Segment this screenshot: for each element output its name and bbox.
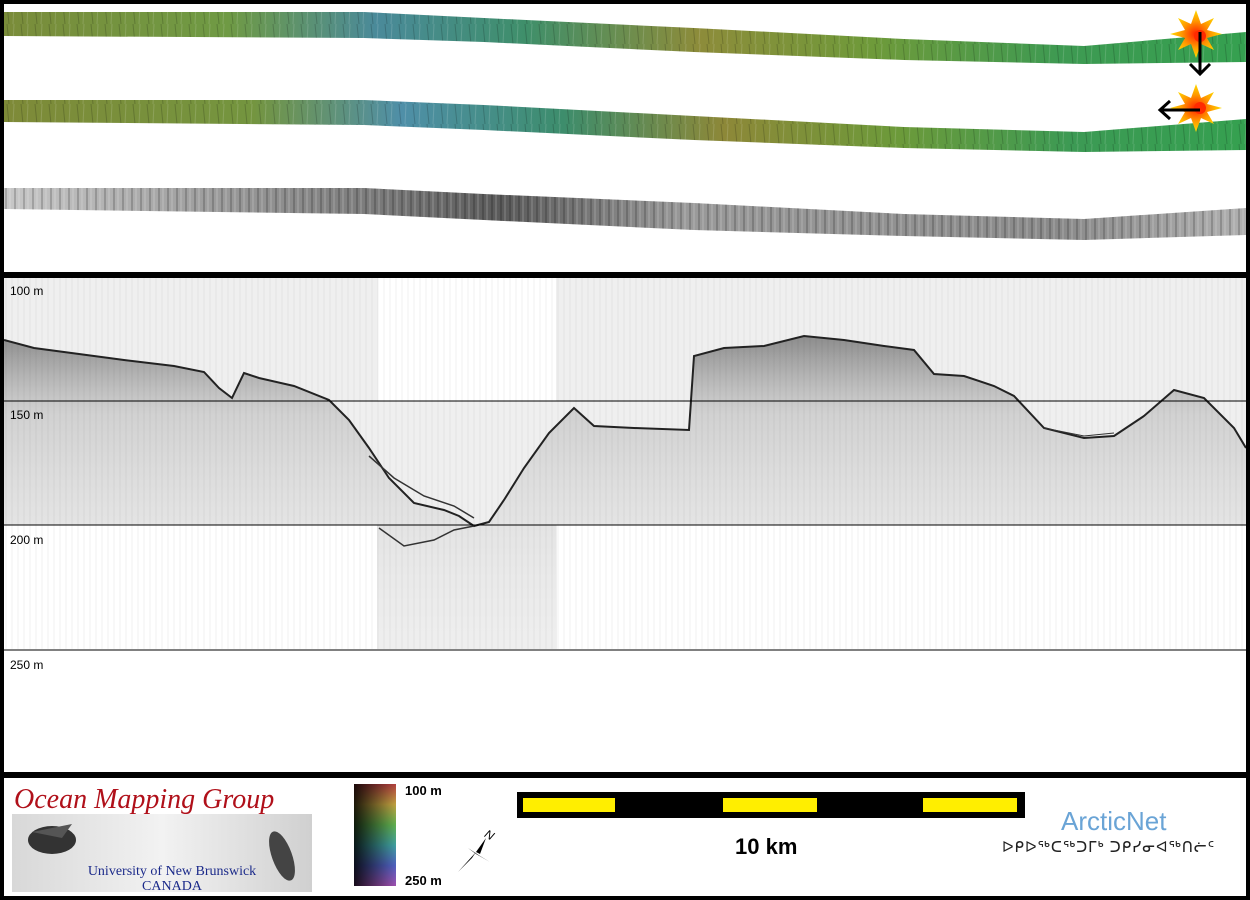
colorbar-bottom-label: 250 m bbox=[405, 873, 442, 888]
swath-strips-panel bbox=[4, 4, 1246, 272]
omg-university: University of New Brunswick bbox=[87, 864, 257, 879]
arrow-left-icon bbox=[1157, 99, 1200, 121]
sub-reflector-2 bbox=[378, 525, 475, 547]
north-arrow-icon bbox=[458, 838, 490, 872]
arcticnet-syllabics: ᐅᑭᐅᖅᑕᖅᑐᒥᒃ ᑐᑭᓯᓂᐊᖅᑎᓖᑦ bbox=[1002, 839, 1216, 856]
depth-tick-200: 200 m bbox=[10, 533, 44, 547]
subbottom-profile-panel: 100 m 150 m 200 m 250 m bbox=[4, 278, 1246, 772]
start-marker-top-icon bbox=[1170, 10, 1222, 58]
sub-reflector-1 bbox=[368, 455, 475, 519]
arrow-down-icon bbox=[1188, 32, 1212, 77]
arcticnet-title: ArcticNet bbox=[1061, 806, 1167, 836]
scalebar bbox=[517, 792, 1025, 818]
omg-title: Ocean Mapping Group bbox=[14, 784, 275, 815]
swath-strips-svg bbox=[4, 10, 1246, 240]
depth-colorbar bbox=[354, 784, 396, 886]
depth-tick-100: 100 m bbox=[10, 284, 44, 298]
sub-reflector-3 bbox=[1043, 427, 1115, 437]
sidescan-strip bbox=[4, 188, 1246, 240]
depth-tick-250: 250 m bbox=[10, 658, 44, 672]
omg-logo: Ocean Mapping Group University of New Br… bbox=[12, 784, 312, 894]
bathymetry-strip-1 bbox=[4, 12, 1246, 64]
omg-country: CANADA bbox=[142, 879, 202, 894]
legend-panel: Ocean Mapping Group University of New Br… bbox=[4, 778, 1246, 896]
colorbar-top-label: 100 m bbox=[405, 783, 442, 798]
bathymetry-strip-2 bbox=[4, 100, 1246, 152]
subbottom-profile-svg bbox=[4, 278, 1246, 651]
ping-texture bbox=[4, 278, 1246, 649]
scalebar-label: 10 km bbox=[735, 834, 798, 859]
seafloor-reflector bbox=[4, 334, 1246, 528]
omg-logo-graphic bbox=[12, 814, 312, 892]
depth-tick-150: 150 m bbox=[10, 408, 44, 422]
